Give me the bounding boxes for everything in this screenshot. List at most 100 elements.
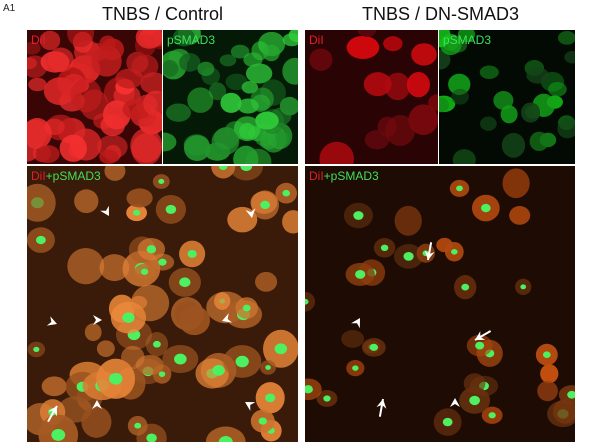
arrowhead-icon	[100, 205, 109, 216]
arrow-icon	[424, 242, 435, 261]
cell	[448, 73, 471, 95]
cell	[91, 45, 122, 77]
cell	[237, 98, 259, 114]
cell	[163, 59, 179, 77]
nucleus	[51, 428, 66, 441]
arrowhead-icon	[222, 313, 233, 323]
cell	[67, 30, 95, 48]
cell	[309, 48, 333, 71]
nucleus	[352, 365, 359, 371]
column-title-dn-smad3: TNBS / DN-SMAD3	[361, 4, 520, 24]
arrowhead-icon	[93, 315, 102, 325]
arrowhead-icon	[46, 316, 57, 326]
cell	[126, 188, 153, 208]
cell	[557, 119, 575, 139]
nucleus	[282, 189, 290, 197]
nucleus	[274, 343, 288, 355]
cell	[364, 130, 390, 150]
nucleus	[158, 258, 167, 266]
nucleus	[369, 343, 379, 351]
cell	[59, 134, 87, 162]
cell	[197, 61, 215, 77]
nucleus	[451, 248, 458, 255]
cell	[239, 122, 256, 140]
arrowhead-icon	[351, 318, 360, 329]
cell	[27, 118, 52, 150]
cell	[319, 141, 354, 164]
cell	[27, 187, 47, 216]
cell	[245, 63, 273, 84]
nucleus	[305, 298, 309, 305]
nucleus	[442, 417, 453, 427]
cell	[81, 406, 112, 438]
arrowhead-icon	[245, 402, 256, 411]
cell	[540, 364, 559, 384]
arrowhead-icon	[245, 208, 256, 218]
nucleus	[108, 372, 123, 385]
channel-label: pSMAD3	[443, 33, 492, 47]
cell	[262, 44, 280, 62]
cell	[47, 47, 74, 73]
nucleus	[122, 312, 135, 323]
nucleus	[475, 341, 485, 350]
dn-smad3-merge-image: DiI+pSMAD3	[305, 166, 575, 442]
control-merge-image: DiI+pSMAD3	[27, 166, 298, 442]
nucleus	[165, 204, 177, 214]
cell	[145, 116, 162, 131]
cell	[439, 30, 451, 48]
nucleus	[403, 251, 414, 261]
cell	[143, 90, 162, 117]
cell	[480, 116, 497, 131]
figure-panel-label: A1	[3, 3, 16, 14]
cell	[96, 340, 115, 357]
cell	[557, 31, 575, 45]
nucleus	[146, 433, 157, 442]
cell	[411, 43, 437, 66]
channel-label: DiI+pSMAD3	[309, 169, 379, 183]
cell	[130, 128, 162, 163]
nucleus	[353, 211, 364, 220]
cell	[346, 35, 380, 59]
nucleus	[355, 269, 366, 279]
cell	[178, 305, 211, 336]
nucleus	[240, 166, 253, 172]
nucleus	[33, 346, 40, 353]
nucleus	[260, 200, 270, 210]
nucleus	[235, 355, 249, 368]
cell	[135, 30, 162, 49]
nucleus	[218, 436, 233, 442]
cell	[67, 248, 105, 285]
cell	[173, 30, 195, 47]
cell	[104, 166, 126, 181]
cell	[305, 291, 316, 312]
arrowhead-icon	[92, 400, 102, 409]
nucleus	[187, 250, 197, 258]
nucleus	[520, 284, 527, 290]
cell	[537, 380, 558, 402]
cell	[28, 77, 47, 92]
nucleus	[461, 283, 470, 291]
nucleus	[140, 268, 149, 275]
cell	[385, 72, 411, 101]
cell	[84, 323, 102, 342]
cell	[255, 271, 278, 292]
cell	[27, 57, 38, 70]
cell	[27, 41, 41, 55]
nucleus	[469, 395, 481, 406]
arrow-icon	[376, 398, 387, 417]
cell	[165, 103, 191, 122]
nucleus	[567, 390, 575, 399]
control-dii-image: DiI	[27, 30, 162, 164]
cell	[220, 92, 242, 113]
nucleus	[219, 166, 228, 171]
nucleus	[456, 185, 463, 192]
cell	[383, 36, 403, 52]
nucleus	[258, 417, 267, 425]
cell	[552, 399, 575, 424]
cell	[208, 82, 227, 101]
cell	[529, 131, 549, 152]
cell	[243, 52, 263, 67]
nucleus	[480, 203, 491, 213]
nucleus	[132, 209, 141, 216]
channel-label: DiI	[31, 33, 46, 47]
